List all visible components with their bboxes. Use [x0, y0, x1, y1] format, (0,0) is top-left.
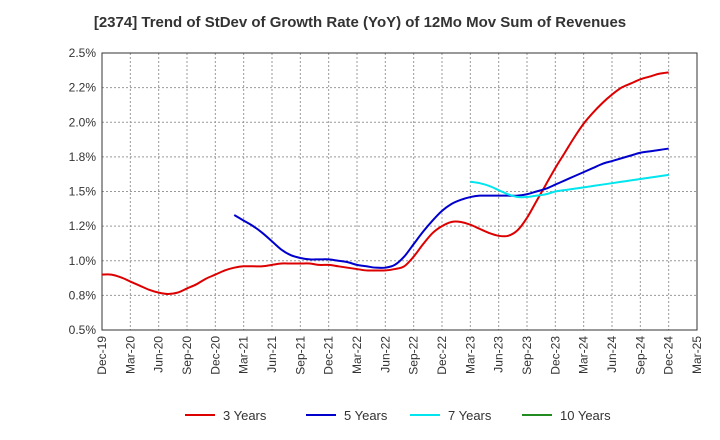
- plot-frame: [101, 52, 698, 331]
- x-tick-label: Mar-24: [577, 336, 591, 374]
- x-tick-label: Jun-24: [605, 336, 619, 373]
- series-lines: [101, 71, 669, 295]
- x-tick-label: Sep-21: [293, 336, 307, 375]
- x-tick-label: Dec-20: [208, 336, 222, 375]
- x-tick-label: Dec-21: [322, 336, 336, 375]
- y-tick-label: 2.2%: [69, 81, 97, 95]
- series-line-3-years: [101, 71, 669, 295]
- x-tick-label: Jun-21: [265, 336, 279, 373]
- y-tick-label: 0.5%: [69, 323, 97, 337]
- legend-label-10-years: 10 Years: [560, 408, 611, 423]
- x-tick-label: Jun-22: [378, 336, 392, 373]
- x-tick-label: Dec-22: [435, 336, 449, 375]
- x-tick-label: Dec-19: [95, 336, 109, 375]
- legend-label-5-years: 5 Years: [344, 408, 388, 423]
- legend-label-7-years: 7 Years: [448, 408, 492, 423]
- y-tick-label: 2.0%: [69, 115, 97, 129]
- x-tick-label: Sep-20: [180, 336, 194, 375]
- series-line-7-years: [470, 173, 669, 199]
- series-line-5-years: [233, 147, 669, 269]
- y-tick-label: 1.2%: [69, 219, 97, 233]
- legend-label-3-years: 3 Years: [223, 408, 267, 423]
- x-tick-label: Dec-24: [662, 336, 676, 375]
- legend: 3 Years 5 Years 7 Years 10 Years: [185, 408, 611, 423]
- y-tick-label: 1.5%: [69, 185, 97, 199]
- x-tick-label: Sep-23: [520, 336, 534, 375]
- x-tick-label: Mar-23: [463, 336, 477, 374]
- x-tick-label: Mar-22: [350, 336, 364, 374]
- x-tick-label: Mar-25: [690, 336, 704, 374]
- x-tick-label: Jun-23: [492, 336, 506, 373]
- y-tick-label: 2.5%: [69, 46, 97, 60]
- y-tick-label: 0.8%: [69, 288, 97, 302]
- x-tick-label: Mar-21: [237, 336, 251, 374]
- x-tick-label: Sep-24: [633, 336, 647, 375]
- grid: [101, 52, 698, 331]
- chart-title: [2374] Trend of StDev of Growth Rate (Yo…: [93, 14, 627, 31]
- y-axis: 0.5% 0.8% 1.0% 1.2% 1.5% 1.8% 2.0% 2.2% 2.5%: [69, 46, 97, 337]
- x-tick-label: Dec-23: [548, 336, 562, 375]
- x-tick-label: Jun-20: [152, 336, 166, 373]
- x-tick-label: Mar-20: [123, 336, 137, 374]
- y-tick-label: 1.0%: [69, 254, 97, 268]
- x-axis: Dec-19 Mar-20 Jun-20 Sep-20 Dec-20 Mar-21 Jun-…: [95, 336, 704, 375]
- x-tick-label: Sep-22: [407, 336, 421, 375]
- y-tick-label: 1.8%: [69, 150, 97, 164]
